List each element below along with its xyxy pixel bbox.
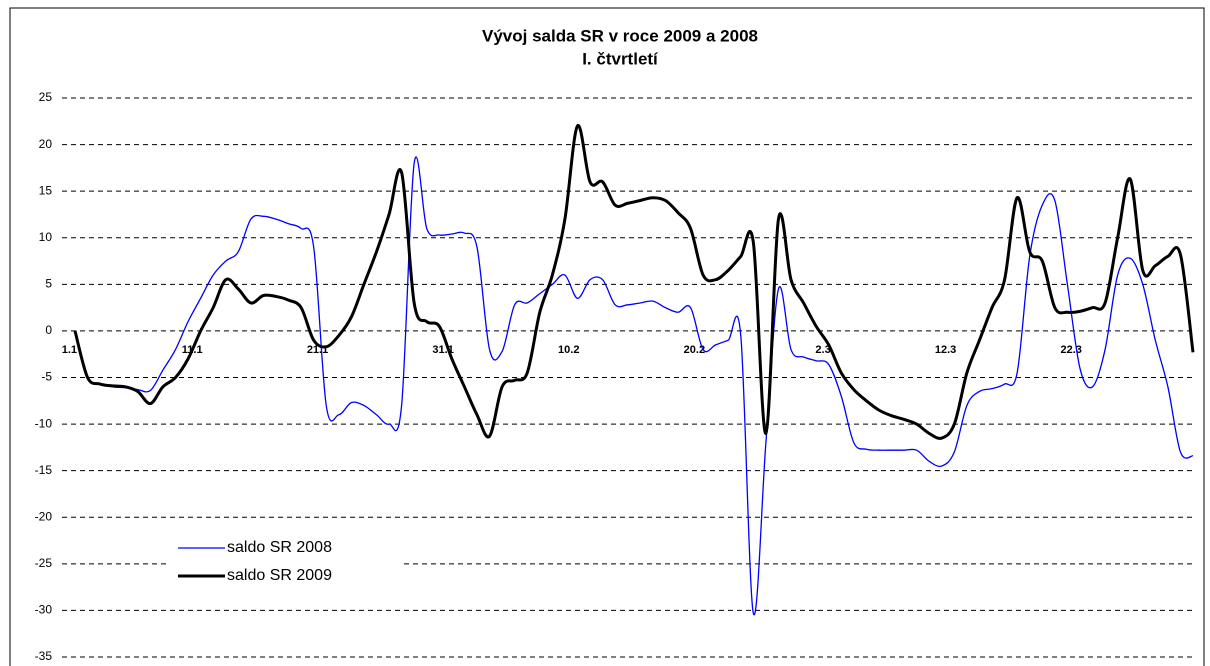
series-line [73, 124, 1195, 440]
y-tick-label: -25 [35, 556, 53, 570]
legend-label: saldo SR 2008 [227, 539, 332, 556]
y-tick-label: 5 [45, 277, 52, 291]
x-tick-label: 1.1 [62, 344, 77, 356]
legend-label: saldo SR 2009 [227, 567, 332, 584]
legend-box [170, 530, 400, 592]
x-tick-label: 12.3 [935, 344, 956, 356]
y-tick-label: 15 [39, 183, 53, 197]
y-tick-label: -5 [41, 370, 52, 384]
series-line [74, 156, 1194, 616]
y-tick-label: -20 [35, 509, 53, 523]
y-tick-label: -10 [35, 416, 53, 430]
y-tick-label: -35 [35, 649, 53, 663]
x-tick-label: 22.3 [1061, 344, 1082, 356]
x-tick-label: 10.2 [558, 344, 579, 356]
y-tick-label: 25 [39, 90, 53, 104]
chart-subtitle: I. čtvrtletí [582, 49, 659, 68]
y-tick-label: 20 [39, 137, 53, 151]
x-tick-label: 20.2 [684, 344, 705, 356]
x-tick-label: 2.3 [815, 344, 830, 356]
chart-title: Vývoj salda SR v roce 2009 a 2008 [482, 26, 758, 45]
y-tick-label: 0 [45, 323, 52, 337]
y-tick-label: 10 [39, 230, 53, 244]
y-tick-label: -15 [35, 463, 53, 477]
y-tick-label: -30 [35, 603, 53, 617]
